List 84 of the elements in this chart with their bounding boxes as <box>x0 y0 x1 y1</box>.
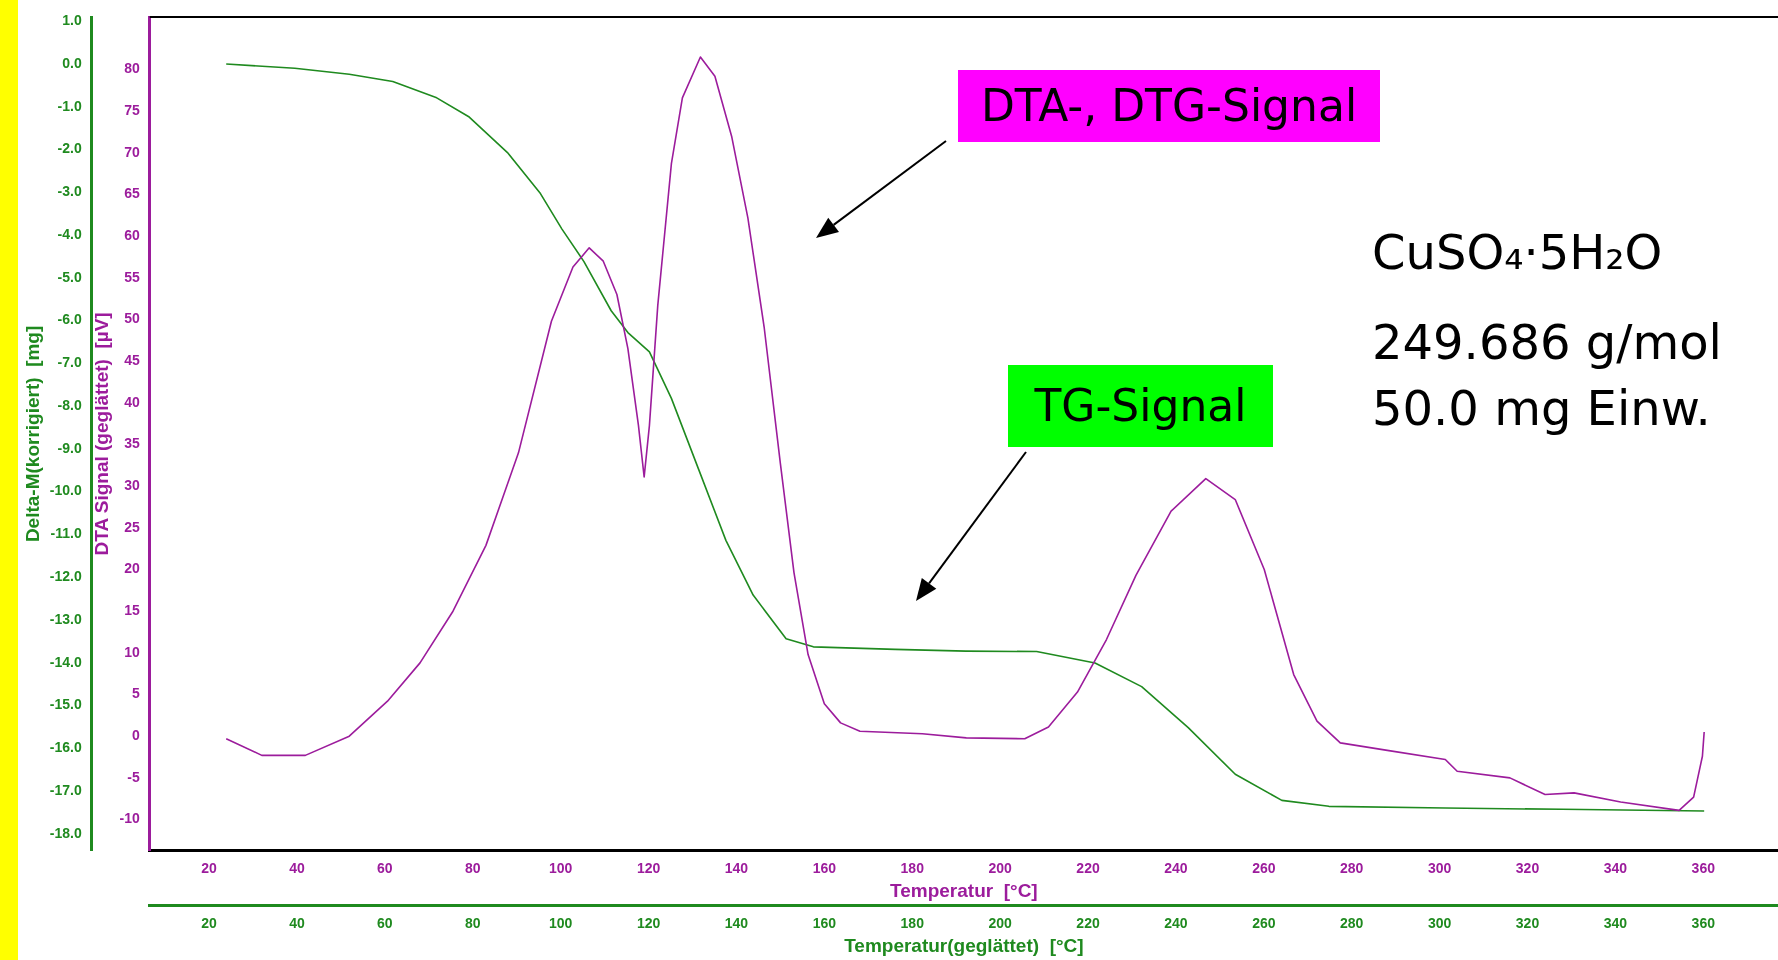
x-tick-label: 40 <box>289 860 305 877</box>
y-tick-label: 60 <box>124 227 140 244</box>
x-tick-label: 220 <box>1076 860 1100 877</box>
x-tick-label: 180 <box>900 860 925 877</box>
y2-tick-label: -14.0 <box>49 653 82 670</box>
y2-tick-label: -15.0 <box>49 696 82 713</box>
y-tick-label: 50 <box>124 310 140 327</box>
y-tick-label: 5 <box>131 685 140 702</box>
x2-tick-label: 80 <box>464 914 481 931</box>
x2-tick-label: 60 <box>377 914 393 931</box>
x-axis-title: Temperatur [°C] <box>890 880 1038 902</box>
y-tick-label: 45 <box>124 352 140 369</box>
y-tick-label: -10 <box>119 810 140 827</box>
y-axis-title: DTA Signal (geglättet) [µV] <box>91 312 113 556</box>
y2-tick-label: -2.0 <box>57 140 82 157</box>
y2-tick-label: -3.0 <box>57 183 82 200</box>
x2-tick-label: 160 <box>812 914 837 931</box>
x2-tick-label: 180 <box>900 914 925 931</box>
y-tick-label: 65 <box>124 185 140 202</box>
x2-tick-label: 40 <box>289 914 305 931</box>
x-tick-label: 80 <box>464 860 481 877</box>
y2-tick-label: -1.0 <box>57 97 82 114</box>
x-tick-label: 60 <box>377 860 393 877</box>
y2-tick-label: -16.0 <box>49 739 82 756</box>
x2-tick-label: 280 <box>1340 914 1364 931</box>
x-tick-label: 120 <box>636 860 661 877</box>
x-tick-label: 20 <box>201 860 218 877</box>
x-tick-label: 140 <box>724 860 749 877</box>
x2-tick-label: 320 <box>1515 914 1540 931</box>
x2-tick-label: 100 <box>548 914 573 931</box>
x2-tick-label: 140 <box>724 914 749 931</box>
y-tick-label: 40 <box>124 393 140 410</box>
y2-tick-label: -10.0 <box>49 482 82 499</box>
y-tick-label: -5 <box>127 768 140 785</box>
x-tick-label: 100 <box>548 860 573 877</box>
y2-axis-title: Delta-M(korrigiert) [mg] <box>21 325 43 543</box>
x2-tick-label: 340 <box>1603 914 1628 931</box>
y2-tick-label: -5.0 <box>57 268 82 285</box>
y-tick-label: 55 <box>124 268 140 285</box>
annotation: DTA-, DTG-Signal <box>958 70 1380 142</box>
y2-tick-label: -12.0 <box>49 568 82 584</box>
x-tick-label: 300 <box>1427 860 1452 877</box>
x-tick-label: 340 <box>1603 860 1628 877</box>
y-tick-label: 20 <box>124 560 140 577</box>
y-tick-label: 70 <box>124 143 140 160</box>
y2-tick-label: -13.0 <box>49 610 82 627</box>
x2-tick-label: 200 <box>988 914 1013 931</box>
annotation: 249.686 g/mol <box>1372 314 1722 370</box>
y-tick-label: 0 <box>131 727 140 744</box>
annotation: CuSO₄·5H₂O <box>1372 224 1663 280</box>
x-tick-label: 160 <box>812 860 837 877</box>
x-tick-label: 320 <box>1515 860 1540 877</box>
x2-tick-label: 240 <box>1164 914 1188 931</box>
y2-tick-label: -9.0 <box>57 439 82 456</box>
x2-tick-label: 360 <box>1691 914 1716 931</box>
x2-axis-title: Temperatur(geglättet) [°C] <box>844 934 1084 956</box>
x2-tick-label: 120 <box>636 914 661 931</box>
y-tick-label: 35 <box>124 435 140 452</box>
y2-tick-label: -18.0 <box>49 824 82 841</box>
x2-tick-label: 220 <box>1076 914 1100 931</box>
x-tick-label: 200 <box>988 860 1013 877</box>
x2-tick-label: 20 <box>201 914 218 931</box>
y-tick-label: 10 <box>124 643 140 660</box>
x-tick-label: 240 <box>1164 860 1188 877</box>
x2-tick-label: 260 <box>1252 914 1276 931</box>
y2-tick-label: 1.0 <box>62 12 82 29</box>
x2-tick-label: 300 <box>1427 914 1452 931</box>
y-tick-label: 30 <box>124 477 140 494</box>
y-tick-label: 75 <box>124 102 140 119</box>
y2-tick-label: -17.0 <box>49 781 82 798</box>
y2-tick-label: -11.0 <box>50 525 82 542</box>
y-tick-label: 80 <box>124 60 140 77</box>
x-tick-label: 280 <box>1340 860 1364 877</box>
y2-tick-label: -7.0 <box>57 354 82 371</box>
annotation: TG-Signal <box>1008 365 1273 447</box>
annotation: 50.0 mg Einw. <box>1372 380 1711 436</box>
y2-tick-label: 0.0 <box>62 54 82 71</box>
x-tick-label: 260 <box>1252 860 1276 877</box>
y-tick-label: 15 <box>124 602 140 619</box>
x-tick-label: 360 <box>1691 860 1716 877</box>
y2-tick-label: -6.0 <box>57 311 82 328</box>
y2-tick-label: -4.0 <box>57 225 82 242</box>
y-tick-label: 25 <box>124 518 140 535</box>
y2-tick-label: -8.0 <box>57 396 82 413</box>
